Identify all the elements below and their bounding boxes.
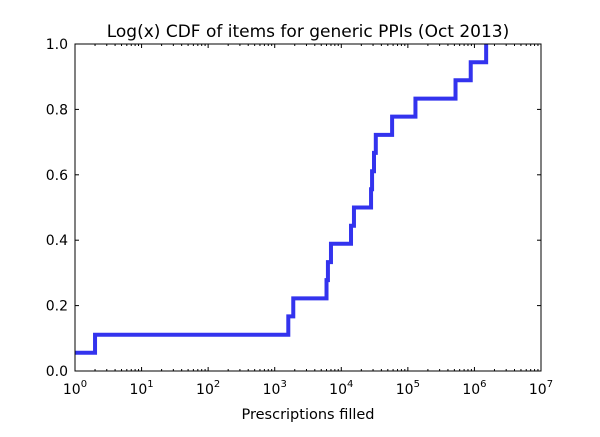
x-tick-label-0: 100	[63, 379, 87, 398]
x-tick-label-2: 102	[196, 379, 220, 398]
x-axis-label: Prescriptions filled	[241, 407, 374, 423]
y-tick-label-5: 1.0	[46, 37, 68, 53]
y-tick-label-2: 0.4	[46, 233, 68, 249]
x-tick-label-1: 101	[129, 379, 153, 398]
y-tick-label-3: 0.6	[46, 168, 68, 184]
chart-title: Log(x) CDF of items for generic PPIs (Oc…	[107, 22, 510, 42]
x-tick-label-6: 106	[462, 379, 486, 398]
y-tick-label-4: 0.8	[46, 102, 68, 118]
plot-frame	[74, 43, 542, 372]
plot-area	[75, 44, 489, 355]
x-tick-label-7: 107	[529, 379, 553, 398]
x-tick-label-4: 104	[329, 379, 353, 398]
x-tick-label-5: 105	[396, 379, 420, 398]
y-tick-label-0: 0.0	[46, 364, 68, 380]
x-tick-label-3: 103	[263, 379, 287, 398]
cdf-series-line-0	[75, 44, 489, 355]
y-tick-label-1: 0.2	[46, 299, 68, 315]
axis-ticks: 100 101 102 103 104 105 106 107 0.0 0.2 0.4 0.6 0.8 1…	[46, 37, 553, 398]
